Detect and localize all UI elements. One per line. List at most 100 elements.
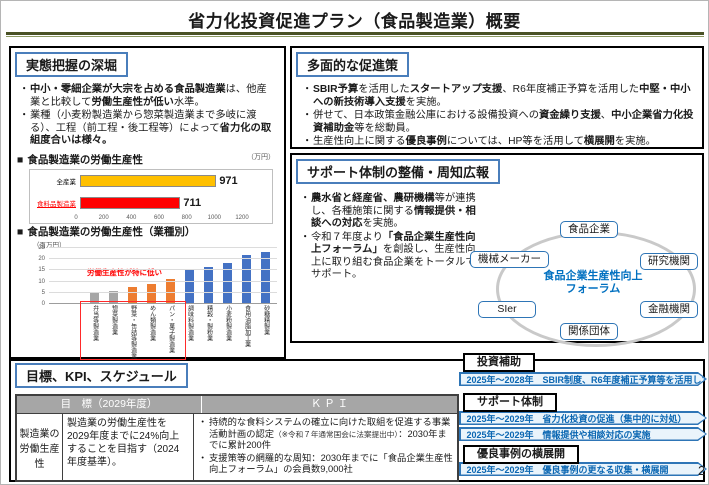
banner-arrow-fill: 2025年～2029年 情報提供や相談対応の実施 [461, 429, 706, 440]
square-bullet-icon: ■ [17, 154, 24, 166]
chart2-gridline [49, 247, 277, 248]
bullet-text: 持続的な食料システムの確立に向けた取組を促進する事業活動計画の認定（※令和７年通… [209, 417, 451, 451]
title-rule-dark [6, 32, 704, 35]
chart2-bars [85, 252, 275, 304]
chart1-category-label: 全産業 [56, 179, 77, 186]
timeline-banner-best-practices: 2025年～2029年 優良事例の更なる収集・横展開 [459, 462, 707, 476]
bullet-item: ・ SBIR予算を活用したスタートアップ支援、R6年度補正予算を活用した中堅・中小… [302, 84, 696, 109]
bullet-text: 支援策等の網羅的な周知：2030年までに「食品企業生産性向上フォーラム」の会員数… [209, 452, 453, 475]
chart2-category-label: 野菜・缶詰等製造業 [129, 305, 136, 359]
chart2-bar-slot [142, 252, 161, 304]
chart2-bar [166, 279, 175, 304]
forum-node-food-company: 食品企業 [560, 221, 618, 238]
forum-node-machine-maker: 機械メーカー [470, 251, 549, 268]
section-header-situation: 実態把握の深堀 [15, 52, 129, 77]
bullet-item: ・中小・零細企業が大宗を占める食品製造業は、他産業と比較して労働生産性が低い水準… [19, 84, 277, 109]
bullet-dot-icon: ・ [300, 193, 311, 204]
banner-arrow-fill: 2025年～2028年 SBIR制度、R6年度補正予算等を活用した支援 [461, 374, 706, 385]
panel-promotion-measures: 多面的な促進策 ・ SBIR予算を活用したスタートアップ支援、R6年度補正予算を活… [290, 46, 704, 149]
goal-row-label: 製造業の労働生産性 [17, 414, 63, 481]
chart2-y-tick: 15 [38, 267, 45, 274]
chart2-bar [147, 283, 156, 304]
chart2-bar [128, 287, 137, 304]
forum-center-line2: フォーラム [565, 282, 621, 295]
chart2-y-tick: 20 [38, 256, 45, 263]
bullet-text: 農水省と経産省、農研機構等が連携し、各種施策に関する情報提供・相談への対応を実施… [311, 193, 476, 230]
chart1-title: 食品製造業の労働生産性 [27, 154, 143, 166]
chart2-category-labels: 弁当等製造業 惣菜製造業 野菜・缶詰等製造業 めん類製造業 パン・菓子製造業 調味料製造業… [85, 305, 281, 359]
bullet-text: 令和７年度より「食品企業生産性向上フォーラム」を創設し、生産性向上に取り組む食品… [311, 231, 476, 281]
goal-table-header-row: 目 標（2029年度） Ｋ Ｐ Ｉ [17, 396, 457, 413]
bullet-dot-icon: ・ [302, 84, 313, 95]
chart2-y-tick: 25 [38, 245, 45, 251]
chart1-value-label: 971 [219, 175, 238, 187]
chart1-plot: 全産業 971 食料品製造業 711 0 200 400 600 800 1000 1200 [29, 169, 273, 224]
forum-node-sier: SIer [478, 301, 536, 318]
forum-node-research: 研究機関 [640, 253, 698, 270]
bullet-dot-icon: ・ [19, 110, 30, 122]
kpi-bullets: ・持続的な食料システムの確立に向けた取組を促進する事業活動計画の認定（※令和７年… [198, 417, 453, 476]
banner-text: 2025年～2029年 情報提供や相談対応の実施 [466, 429, 651, 440]
section-header-support: サポート体制の整備・周知広報 [296, 159, 501, 184]
chart2-annotation: 労働生産性が特に低い [87, 268, 162, 277]
chart2-bar-slot [180, 252, 199, 304]
chart2-bar-slot [161, 252, 180, 304]
bullet-item: ・農水省と経産省、農研機構等が連携し、各種施策に関する情報提供・相談への対応を実… [300, 193, 476, 231]
banner-arrow-fill: 2025年～2029年 省力化投資の促進（集中的に対処） [461, 413, 706, 424]
chart1-bar-row: 食料品製造業 711 [30, 197, 272, 209]
bullet-dot-icon: ・ [198, 452, 208, 463]
chart2-bar [185, 269, 194, 304]
bullet-text: 生産性向上に関する優良事例については、HP等を活用して横展開を実施。 [313, 136, 656, 148]
bullet-item: ・生産性向上に関する優良事例については、HP等を活用して横展開を実施。 [302, 136, 696, 149]
kpi-cell: ・持続的な食料システムの確立に向けた取組を促進する事業活動計画の認定（※令和７年… [194, 414, 457, 480]
chart2-category-label: 惣菜製造業 [110, 305, 117, 335]
chart1-unit: （万円） [247, 154, 275, 161]
chart1-x-tick: 800 [181, 215, 192, 221]
chart2-bar-slot [123, 252, 142, 304]
chart2-bar-slot [256, 252, 275, 304]
chart2-category-label: 調味料製造業 [186, 305, 193, 341]
section-header-promotion: 多面的な促進策 [296, 52, 410, 77]
kpi-column-header: Ｋ Ｐ Ｉ [310, 398, 349, 410]
chart2-bar [261, 252, 270, 304]
chart2-bar-slot [85, 252, 104, 304]
banner-text: 2025年～2029年 優良事例の更なる収集・横展開 [466, 464, 669, 475]
chart-by-industry: ■ 食品製造業の労働生産性（業種別） （百万円） 労働生産性が特に低い 0 5 10 1… [17, 224, 281, 360]
chart1-title-row: （万円） ■ 食品製造業の労働生産性 [17, 152, 281, 167]
chart2-title: 食品製造業の労働生産性（業種別） [27, 226, 196, 238]
chart1-bar [80, 197, 181, 209]
forum-node-finance: 金融機関 [640, 301, 698, 318]
chart1-x-tick: 200 [98, 215, 109, 221]
timeline-label-investment-subsidy: 投資補助 [463, 353, 535, 372]
chart2-gridline [49, 303, 277, 304]
goal-row-text: 製造業の労働生産性を2029年度までに24%向上することを目指す（2024年度基… [63, 414, 194, 481]
chart2-category-label: パン・菓子製造業 [167, 305, 174, 353]
chart2-category-label: 精穀・製粉業 [205, 305, 212, 341]
chart2-category-label: 弁当等製造業 [91, 305, 98, 341]
chart2-bar-slot [218, 252, 237, 304]
chart2-bar-slot [237, 252, 256, 304]
bullet-item: ・持続的な食料システムの確立に向けた取組を促進する事業活動計画の認定（※令和７年… [198, 417, 453, 452]
chart2-y-tick: 5 [41, 289, 45, 296]
chart2-bar-slot [199, 252, 218, 304]
chart2-category-label: 食用油脂加工業 [243, 305, 250, 347]
timeline-label-support-structure: サポート体制 [463, 393, 557, 412]
chart2-bar [109, 290, 118, 304]
chart1-bar [80, 175, 217, 187]
bullet-text: 中小・零細企業が大宗を占める食品製造業は、他産業と比較して労働生産性が低い水準。 [30, 84, 267, 108]
chart2-category-label: 砂糖精製業 [262, 305, 269, 335]
forum-center-label: 食品企業生産性向上 フォーラム [516, 270, 670, 295]
square-bullet-icon: ■ [17, 226, 24, 238]
bullet-item: ・支援策等の網羅的な周知：2030年までに「食品企業生産性向上フォーラム」の会員… [198, 453, 453, 476]
page-title: 省力化投資促進プラン（食品製造業）概要 [188, 12, 521, 31]
goal-column-header: 目 標（2029年度） [17, 396, 202, 413]
panel-support-structure: サポート体制の整備・周知広報 ・農水省と経産省、農研機構等が連携し、各種施策に関… [290, 153, 704, 347]
chart1-x-tick: 400 [126, 215, 137, 221]
chart-labor-productivity: （万円） ■ 食品製造業の労働生産性 全産業 971 食料品製造業 711 0 200 400… [17, 152, 281, 224]
chart2-gridline [49, 280, 277, 282]
chart2-unit: （百万円） [33, 242, 66, 249]
bullet-item: ・業種（小麦粉製造業から惣菜製造業まで多岐に渡る）、工程（前工程・後工程等）によ… [19, 110, 277, 148]
banner-arrow-fill: 2025年～2029年 優良事例の更なる収集・横展開 [461, 464, 706, 475]
support-bullets: ・農水省と経産省、農研機構等が連携し、各種施策に関する情報提供・相談への対応を実… [300, 193, 476, 283]
bullet-dot-icon: ・ [302, 136, 313, 148]
